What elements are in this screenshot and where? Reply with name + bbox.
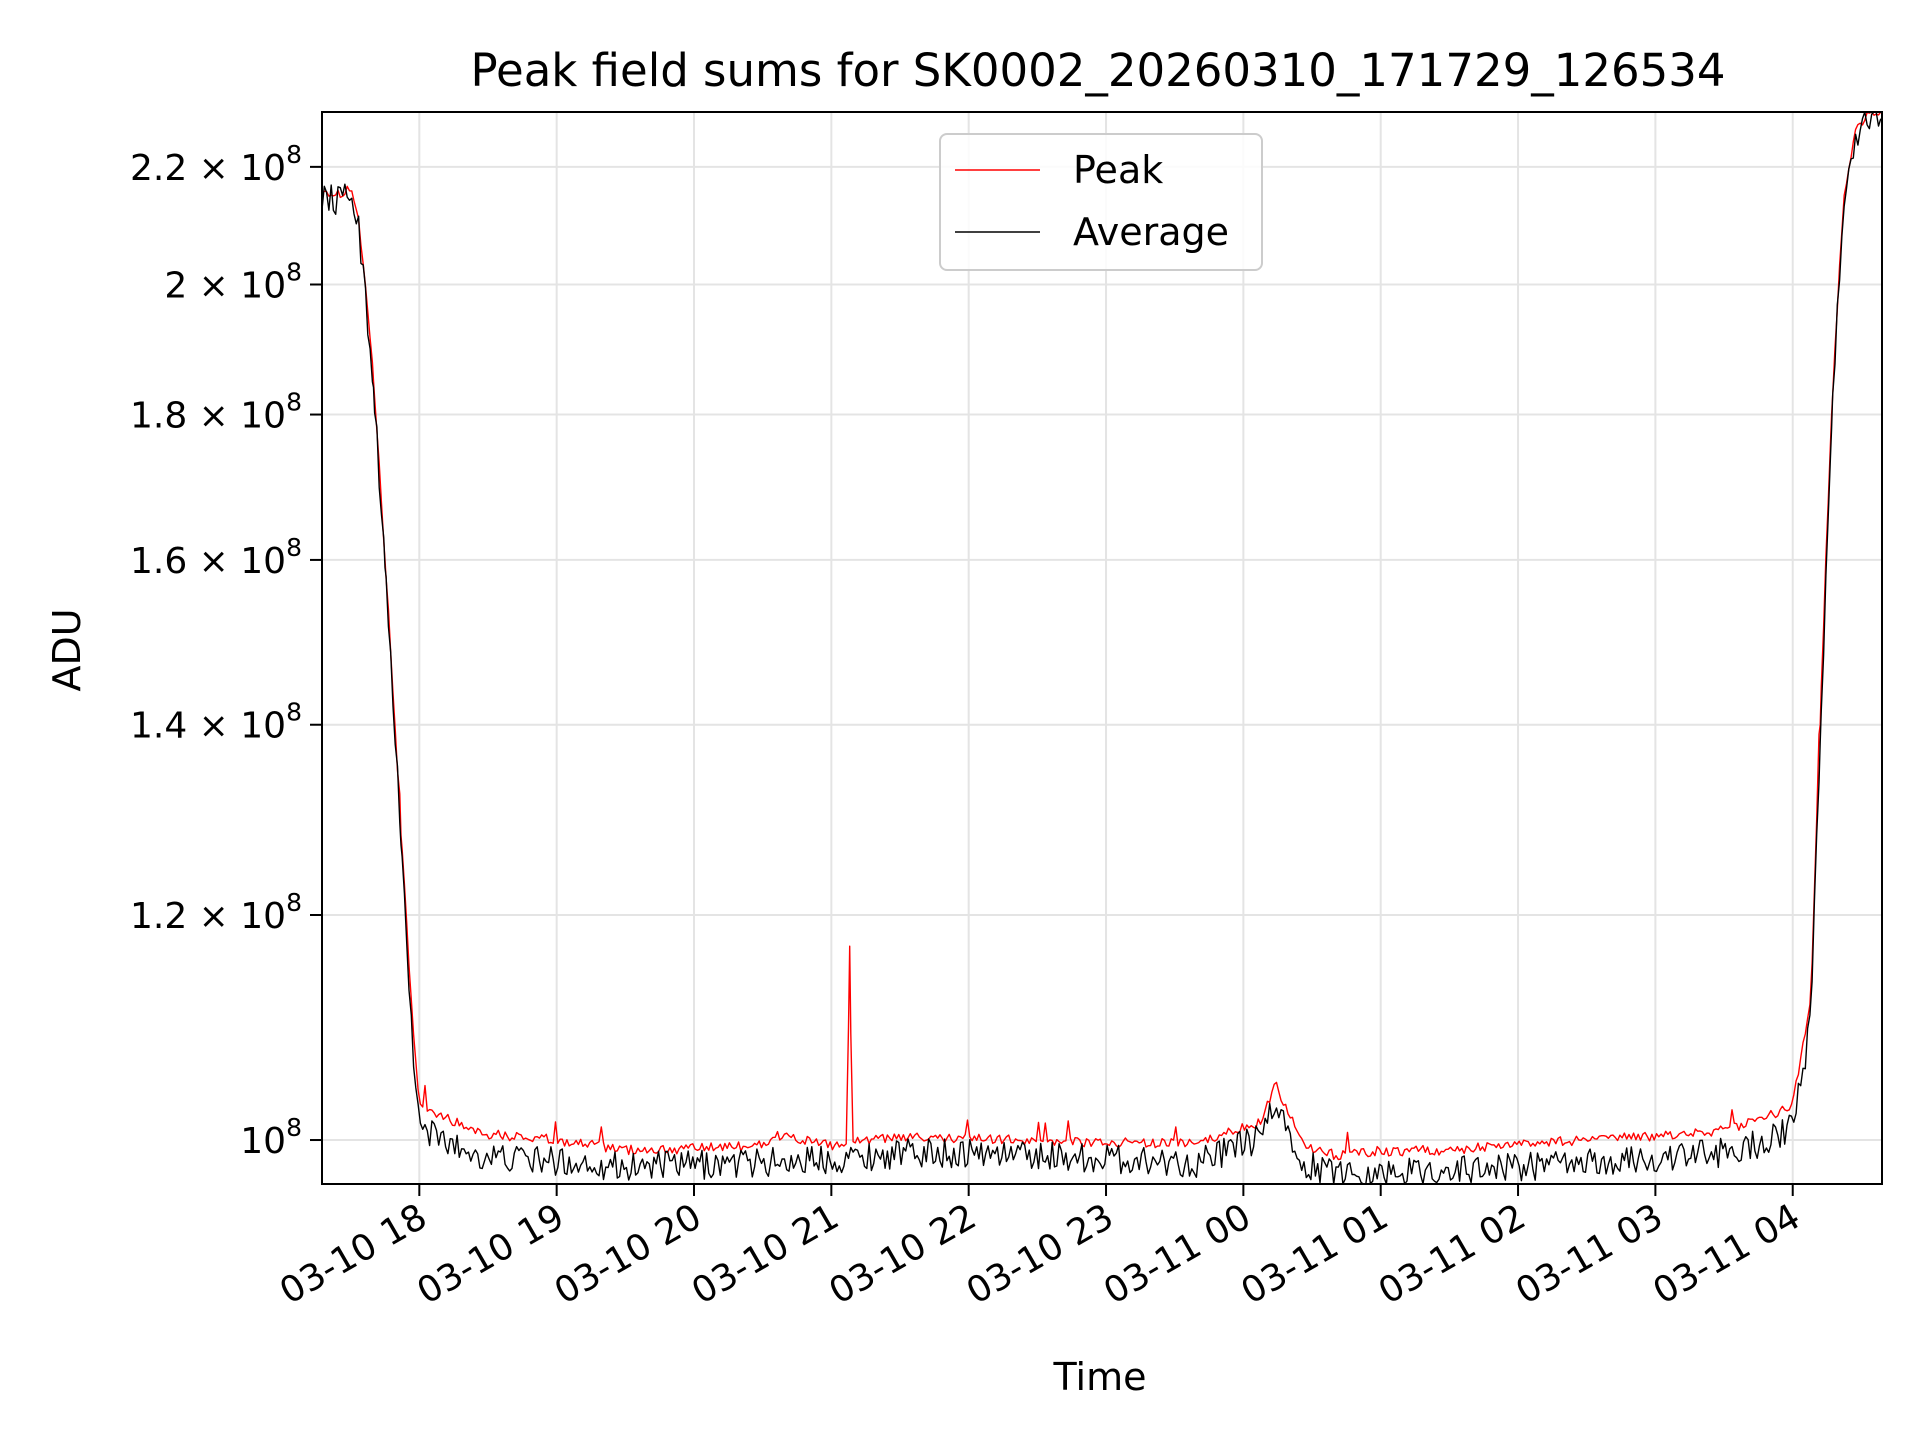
chart-title: Peak field sums for SK0002_20260310_1717… xyxy=(471,44,1726,97)
series-line-peak xyxy=(321,111,1882,1161)
x-tick-label: 03-10 21 xyxy=(685,1196,846,1312)
y-tick-label: 1.6 × 108 xyxy=(130,533,302,582)
legend-label-peak: Peak xyxy=(1073,148,1163,192)
x-tick-label: 03-11 04 xyxy=(1647,1196,1808,1312)
y-axis-label: ADU xyxy=(45,608,89,691)
x-tick-label: 03-10 19 xyxy=(410,1196,571,1312)
x-tick-label: 03-11 02 xyxy=(1372,1196,1533,1312)
y-tick-label: 2 × 108 xyxy=(164,258,302,307)
series-group xyxy=(321,111,1882,1185)
x-tick-label: 03-10 22 xyxy=(823,1196,984,1312)
y-tick-label: 1.4 × 108 xyxy=(130,698,302,747)
x-axis-label: Time xyxy=(1053,1355,1147,1399)
y-tick-label: 2.2 × 108 xyxy=(130,140,302,189)
legend: Peak Average xyxy=(939,133,1263,271)
legend-label-average: Average xyxy=(1073,210,1229,254)
legend-box xyxy=(939,133,1263,271)
series-line-average xyxy=(321,111,1882,1185)
plot-frame xyxy=(321,111,1883,1185)
y-tick-label: 108 xyxy=(240,1113,302,1162)
y-axis: 108 1.2 × 108 1.4 × 108 1.6 × 108 1.8 × 108 2… xyxy=(130,140,322,1162)
y-tick-label: 1.8 × 108 xyxy=(130,388,302,437)
x-tick-label: 03-11 03 xyxy=(1509,1196,1670,1312)
x-tick-label: 03-10 23 xyxy=(960,1196,1121,1312)
x-tick-label: 03-10 18 xyxy=(273,1196,434,1312)
y-tick-label: 1.2 × 108 xyxy=(130,888,302,937)
grid-lines xyxy=(322,112,1882,1184)
x-tick-label: 03-11 00 xyxy=(1097,1196,1258,1312)
x-tick-label: 03-11 01 xyxy=(1235,1196,1396,1312)
x-tick-label: 03-10 20 xyxy=(548,1196,709,1312)
